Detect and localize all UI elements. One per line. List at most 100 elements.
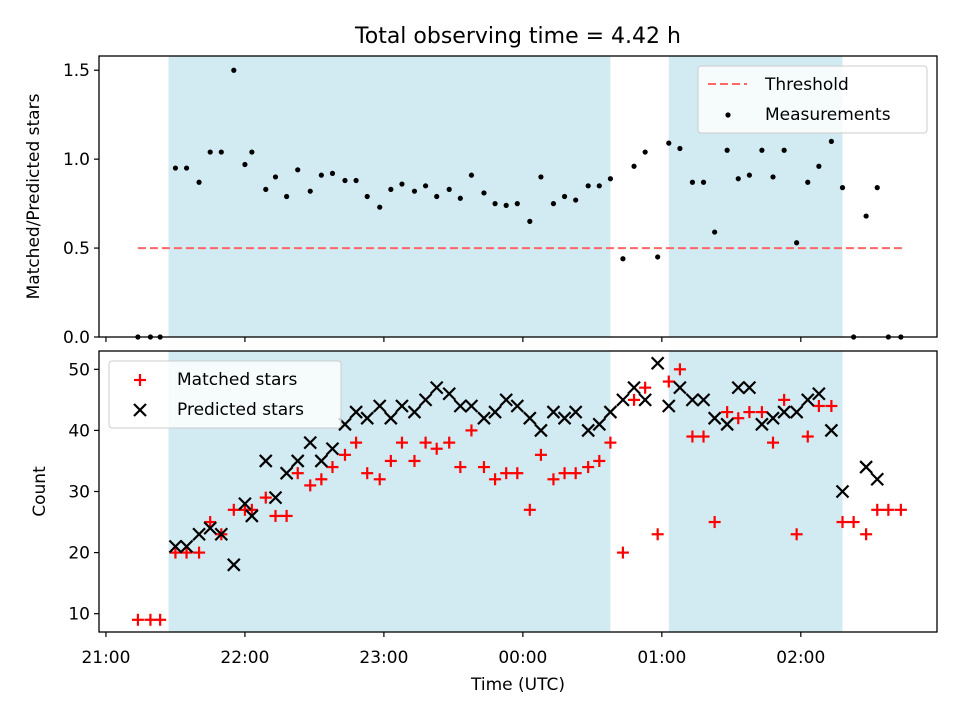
measurement-point — [503, 202, 509, 208]
observing-interval-band — [168, 56, 611, 337]
measurement-point — [585, 183, 591, 189]
matched-star-point — [511, 467, 524, 480]
x-tick-label: 21:00 — [81, 648, 130, 668]
measurement-point — [399, 181, 405, 187]
measurement-point — [596, 183, 602, 189]
measurements-legend-swatch — [725, 112, 731, 118]
ratio-panel: 0.0 0.5 1.0 1.5 Matched/Predicted stars Thr… — [24, 55, 938, 348]
measurement-point — [735, 176, 741, 182]
measurement-point — [770, 174, 776, 180]
measurement-point — [631, 163, 637, 169]
measurement-point — [874, 185, 880, 191]
predicted-star-point — [418, 393, 433, 407]
matched-star-point — [361, 467, 374, 480]
matched-star-point — [304, 479, 317, 492]
predicted-star-point — [707, 411, 722, 425]
matched-star-points — [131, 363, 907, 626]
predicted-star-point — [603, 405, 618, 419]
ratio-panel-frame — [98, 55, 938, 338]
matched-star-point — [131, 613, 144, 626]
predicted-star-point — [800, 393, 815, 407]
predicted-star-point — [568, 405, 583, 419]
matched-legend-swatch — [134, 374, 146, 386]
matched-star-point — [204, 516, 217, 529]
matched-star-point — [465, 424, 478, 437]
measurement-point — [642, 149, 648, 155]
matched-star-point — [790, 528, 803, 541]
predicted-star-point — [835, 484, 850, 499]
matched-star-point — [373, 473, 386, 486]
matched-star-point — [871, 503, 884, 516]
figure-title: Total observing time = 4.42 h — [354, 24, 681, 49]
predicted-star-point — [360, 411, 374, 425]
matched-star-point — [569, 467, 582, 480]
matched-star-point — [180, 546, 193, 559]
measurement-point — [172, 165, 179, 171]
y-tick-label: 0.5 — [63, 239, 90, 259]
matched-star-point — [193, 546, 206, 559]
y-tick-label: 30 — [68, 483, 90, 503]
measurement-point — [573, 197, 579, 203]
matched-star-point — [523, 503, 536, 516]
predicted-star-point — [192, 527, 206, 542]
measurement-point — [307, 188, 313, 194]
measurement-point — [364, 193, 370, 200]
matched-star-point — [489, 473, 502, 486]
matched-star-point — [743, 406, 756, 419]
measurement-point — [514, 201, 520, 207]
measurement-point — [666, 140, 672, 146]
y-tick-label: 50 — [68, 360, 90, 380]
matched-star-point — [673, 363, 686, 376]
measurement-points — [135, 67, 904, 340]
predicted-star-point — [349, 405, 363, 419]
measurement-point — [183, 165, 190, 171]
matched-star-point — [169, 546, 182, 559]
matched-star-point — [860, 528, 873, 541]
measurement-point — [550, 201, 557, 207]
predicted-star-point — [766, 411, 780, 425]
matched-star-point — [812, 399, 825, 412]
threshold-legend-label: Threshold — [764, 75, 849, 95]
predicted-star-point — [673, 380, 687, 395]
matched-star-point — [604, 436, 617, 449]
predicted-star-point — [742, 380, 757, 395]
matched-star-point — [384, 454, 397, 467]
measurement-point — [284, 193, 290, 200]
matched-star-point — [408, 454, 421, 467]
count-y-axis-label: Count — [30, 466, 50, 517]
measurement-point — [724, 147, 730, 153]
predicted-star-point — [685, 393, 700, 407]
predicted-star-point — [303, 435, 318, 450]
predicted-star-point — [279, 466, 294, 480]
y-tick-label: 10 — [68, 605, 90, 625]
measurements-legend-label: Measurements — [765, 105, 891, 125]
measurement-point — [342, 177, 348, 184]
matched-star-point — [326, 461, 339, 474]
measurement-point — [377, 204, 383, 210]
predicted-star-point — [442, 386, 456, 401]
ratio-legend: Threshold Measurements — [697, 65, 928, 134]
predicted-star-point — [534, 423, 548, 438]
measurement-point — [272, 174, 279, 180]
matched-star-point — [291, 467, 304, 480]
matched-star-point — [616, 546, 629, 559]
predicted-star-point — [372, 399, 387, 413]
predicted-star-point — [627, 380, 641, 395]
predicted-star-point — [464, 399, 479, 413]
measurement-point — [863, 213, 869, 219]
matched-star-point — [801, 430, 814, 443]
ratio-y-axis-label: Matched/Predicted stars — [24, 93, 44, 299]
ratio-legend-box — [697, 65, 928, 134]
measurement-point — [492, 201, 498, 207]
y-tick-label: 1.5 — [63, 61, 90, 81]
measurement-point — [249, 149, 255, 155]
matched-star-point — [686, 430, 699, 443]
count-y-axis: 10 20 30 40 50 — [68, 360, 99, 625]
matched-star-point — [894, 503, 907, 516]
measurement-point — [207, 149, 213, 155]
count-panel: 10 20 30 40 50 21:00 22:00 23:00 00:00 01:00 02:0… — [30, 350, 938, 695]
measurement-point — [242, 161, 248, 168]
measurement-point — [816, 163, 822, 169]
measurement-point — [196, 179, 202, 185]
x-tick-label: 00:00 — [498, 648, 547, 668]
